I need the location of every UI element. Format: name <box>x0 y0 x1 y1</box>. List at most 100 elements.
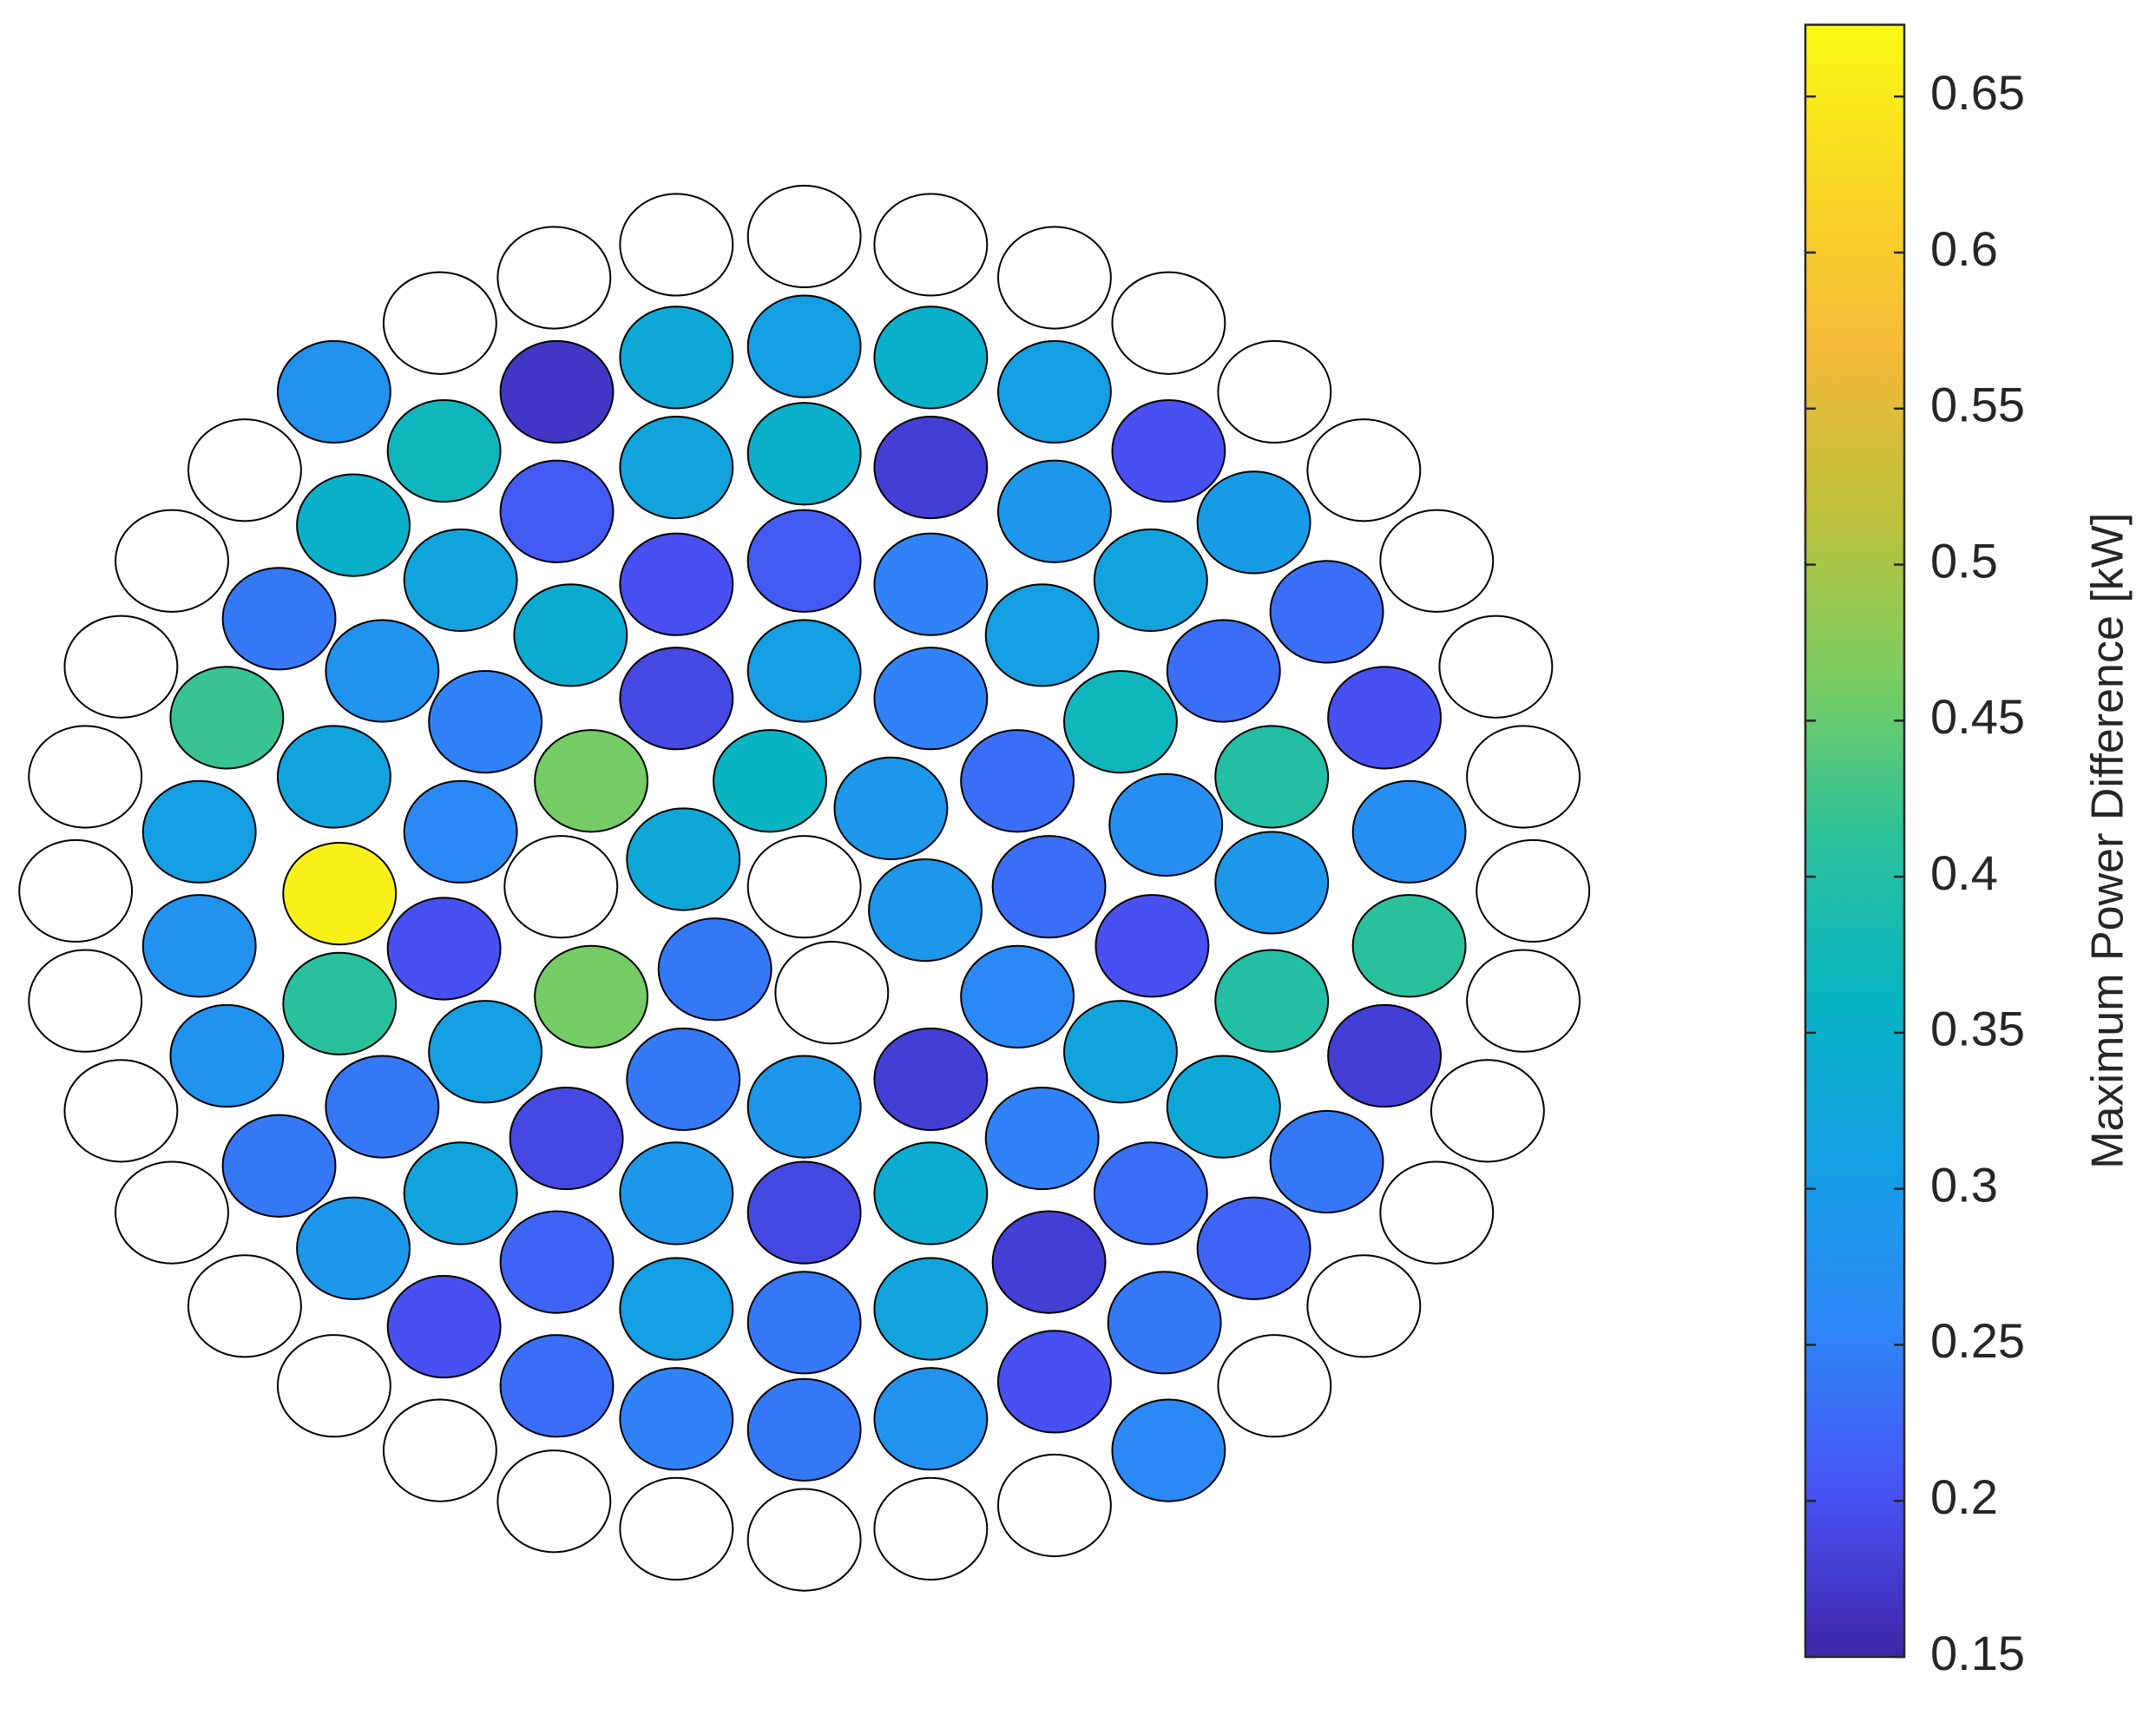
cell <box>619 1476 734 1581</box>
cell <box>873 1027 989 1132</box>
cell <box>282 951 398 1055</box>
cell <box>868 858 983 963</box>
cell <box>169 1003 285 1108</box>
cell <box>499 1210 615 1314</box>
cell <box>619 1141 734 1245</box>
cell <box>991 835 1107 939</box>
cell <box>1379 1160 1495 1265</box>
cell <box>746 402 862 506</box>
cell <box>28 949 143 1053</box>
cell <box>984 1086 1100 1191</box>
cell <box>428 1000 543 1104</box>
colorbar-tick-label: 0.35 <box>1930 1002 2025 1056</box>
cell <box>499 459 615 563</box>
cell <box>28 725 143 829</box>
cell <box>1214 725 1330 829</box>
cell <box>115 1160 229 1265</box>
cell <box>141 779 257 884</box>
cell <box>63 615 179 719</box>
cell <box>873 1141 989 1245</box>
cell <box>1214 831 1330 935</box>
cell <box>325 619 440 723</box>
cell <box>873 1476 989 1581</box>
cell <box>713 729 827 833</box>
cell <box>619 306 734 410</box>
cell <box>382 1398 497 1502</box>
cell <box>996 1453 1112 1558</box>
cell <box>996 459 1112 563</box>
cell <box>746 294 862 398</box>
cell <box>1094 894 1210 998</box>
cell <box>496 1449 612 1554</box>
cell <box>386 398 502 503</box>
cell <box>1093 1141 1208 1245</box>
colorbar-tick-label: 0.25 <box>1930 1313 2025 1368</box>
cell <box>63 1059 179 1163</box>
cell <box>187 418 302 523</box>
cell <box>746 509 862 613</box>
colorbar-label: Maximum Power Difference [kW] <box>2083 513 2133 1169</box>
cell <box>960 944 1075 1049</box>
cell <box>1269 1109 1384 1214</box>
cell <box>774 941 890 1045</box>
cell <box>746 1271 862 1375</box>
cell <box>296 473 411 577</box>
cell <box>984 583 1100 687</box>
cell <box>499 339 615 444</box>
cell <box>403 779 518 884</box>
colorbar-tick-label: 0.6 <box>1930 221 1998 276</box>
cell <box>386 1274 502 1379</box>
cell <box>996 226 1112 330</box>
colorbar-tick-label: 0.65 <box>1930 65 2025 120</box>
cell-map <box>18 184 1591 1592</box>
cell <box>1111 271 1226 375</box>
cell <box>1107 1271 1222 1375</box>
cell <box>873 306 989 410</box>
cell <box>221 1114 337 1218</box>
cell <box>428 669 543 774</box>
cell <box>1111 398 1226 503</box>
cell <box>873 1367 989 1471</box>
cell <box>996 339 1112 444</box>
cell <box>746 1377 862 1482</box>
cell <box>833 756 949 861</box>
cell <box>619 1367 734 1471</box>
cell <box>276 1334 391 1438</box>
cell <box>403 528 518 633</box>
cell <box>1196 470 1311 575</box>
cell <box>1217 1334 1332 1438</box>
cell <box>1438 615 1554 719</box>
cell <box>276 725 391 829</box>
cell <box>1166 1055 1281 1159</box>
cell <box>187 1254 302 1358</box>
cell <box>1306 418 1422 523</box>
cell <box>619 1257 734 1361</box>
cell <box>1063 1000 1178 1104</box>
colorbar-tick-label: 0.3 <box>1930 1157 1998 1212</box>
colorbar-tick-label: 0.5 <box>1930 533 1998 588</box>
cell <box>169 666 285 770</box>
cell <box>1466 949 1581 1053</box>
cell <box>873 647 989 751</box>
cell <box>509 1086 624 1191</box>
cell <box>496 226 612 330</box>
colorbar-gradient <box>1804 23 1906 1659</box>
cell <box>619 415 734 520</box>
cell <box>1351 779 1467 884</box>
cell <box>403 1141 518 1245</box>
cell <box>1379 509 1495 613</box>
cell <box>276 339 391 444</box>
cell <box>1351 894 1467 998</box>
cell <box>141 894 257 998</box>
cell <box>960 729 1075 833</box>
cell <box>1111 1398 1226 1502</box>
cell <box>746 1488 862 1592</box>
cell <box>873 193 989 297</box>
cell <box>386 897 502 1001</box>
cell <box>1476 838 1591 943</box>
cell <box>1196 1196 1311 1300</box>
cell <box>1166 619 1281 723</box>
cell <box>1430 1059 1545 1163</box>
cell <box>873 532 989 636</box>
